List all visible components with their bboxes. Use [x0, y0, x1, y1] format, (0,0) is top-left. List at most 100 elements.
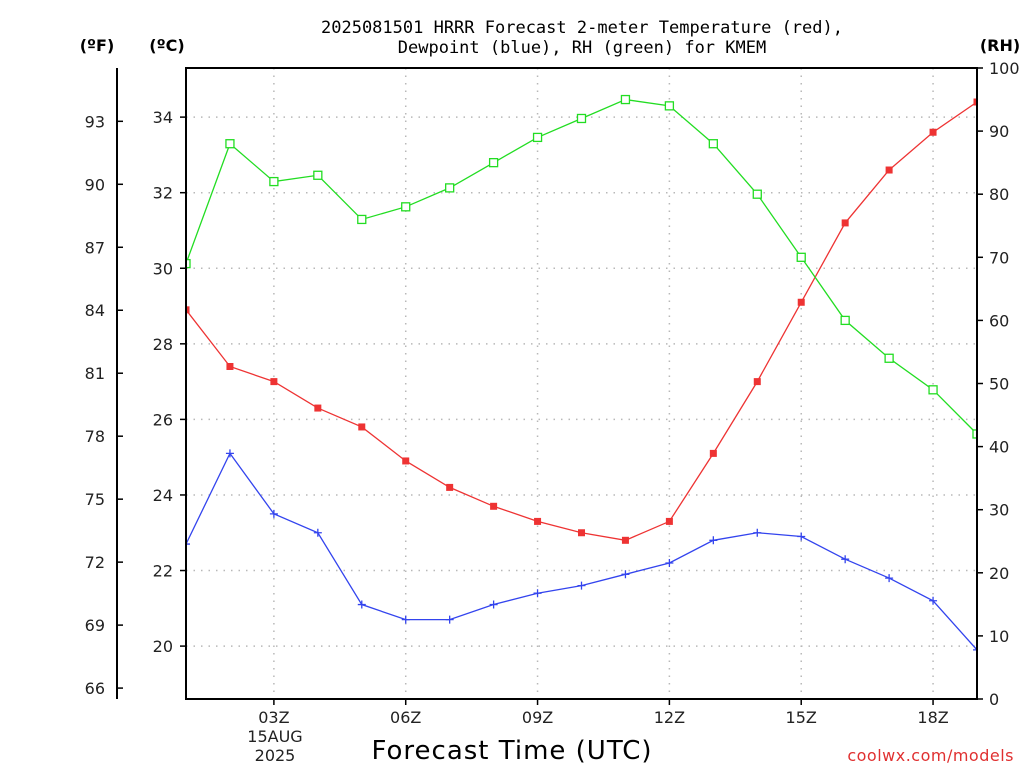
temperature-point	[885, 166, 893, 174]
relative-humidity-point	[796, 252, 806, 262]
x-axis: 03Z 06Z 09Z 12Z 15Z 18Z	[258, 699, 949, 727]
temperature-point	[621, 536, 629, 544]
fahrenheit-tick-label: 72	[85, 553, 105, 572]
fahrenheit-tick-label: 90	[85, 175, 105, 194]
fahrenheit-tick-label: 69	[85, 616, 105, 635]
chart-title-line1: 2025081501 HRRR Forecast 2-meter Tempera…	[321, 18, 843, 38]
fahrenheit-tick-label: 93	[85, 112, 105, 131]
rh-tick-label: 70	[989, 248, 1009, 267]
relative-humidity-point	[928, 385, 938, 395]
rh-tick-label: 60	[989, 311, 1009, 330]
temperature-point	[841, 219, 849, 227]
temperature-line	[186, 101, 977, 541]
fahrenheit-unit-label: (ºF)	[80, 36, 115, 55]
celsius-tick-label: 34	[153, 108, 173, 127]
fahrenheit-tick-label: 87	[85, 238, 105, 257]
temperature-point	[578, 529, 585, 537]
temperature-point	[929, 128, 937, 136]
rh-tick-label: 30	[989, 501, 1009, 520]
fahrenheit-tick-label: 84	[85, 301, 105, 320]
fahrenheit-tick-label: 66	[85, 679, 105, 698]
x-tick-label: 15Z	[786, 708, 817, 727]
relative-humidity-point	[840, 315, 850, 326]
temperature-point	[973, 98, 977, 106]
dewpoint-point	[269, 509, 278, 518]
celsius-tick-label: 30	[153, 259, 173, 278]
rh-tick-label: 0	[989, 690, 999, 709]
x-axis-title: Forecast Time (UTC)	[371, 736, 652, 766]
rh-tick-label: 80	[989, 185, 1009, 204]
temperature-point	[709, 449, 717, 457]
dewpoint-point	[533, 589, 542, 598]
dewpoint-line	[186, 452, 977, 651]
dewpoint-point	[577, 581, 586, 590]
temperature-point	[270, 378, 278, 386]
relative-humidity-point	[708, 139, 718, 149]
celsius-axis: 20 22 24 26 28 30 32 34	[153, 108, 186, 656]
credit-label: coolwx.com/models	[847, 746, 1014, 765]
relative-humidity-point	[445, 183, 455, 193]
relative-humidity-point	[269, 176, 279, 187]
relative-humidity-series	[186, 94, 977, 439]
dewpoint-point	[186, 540, 190, 549]
x-tick-label: 18Z	[917, 708, 948, 727]
relative-humidity-point	[225, 139, 235, 149]
date-label-day: 15AUG	[247, 727, 302, 746]
temperature-point	[534, 517, 542, 525]
celsius-tick-label: 32	[153, 184, 173, 203]
dewpoint-point	[665, 558, 674, 567]
dewpoint-point	[621, 570, 630, 579]
dewpoint-point	[973, 645, 977, 654]
dewpoint-point	[753, 528, 762, 537]
relative-humidity-point	[401, 202, 411, 212]
fahrenheit-tick-label: 75	[85, 490, 105, 509]
celsius-tick-label: 20	[153, 637, 173, 656]
plot-frame	[185, 67, 978, 700]
fahrenheit-tick-label: 78	[85, 427, 105, 446]
x-tick-label: 12Z	[654, 708, 685, 727]
rh-tick-label: 10	[989, 627, 1009, 646]
series-layer	[186, 94, 977, 654]
temperature-point	[446, 483, 454, 491]
relative-humidity-line	[186, 98, 977, 435]
dewpoint-point	[445, 615, 454, 624]
dewpoint-series	[186, 449, 977, 654]
dewpoint-point	[489, 600, 498, 609]
dewpoint-point	[357, 600, 366, 609]
rh-tick-label: 50	[989, 375, 1009, 394]
relative-humidity-point	[357, 214, 367, 225]
date-label-year: 2025	[255, 746, 296, 765]
temperature-point	[665, 517, 673, 525]
relative-humidity-point	[186, 258, 191, 269]
rh-tick-label: 20	[989, 564, 1009, 583]
grid-layer	[186, 68, 977, 699]
dewpoint-point	[841, 555, 850, 564]
temperature-point	[226, 362, 234, 370]
relative-humidity-point	[884, 353, 894, 363]
x-tick-label: 09Z	[522, 708, 553, 727]
relative-humidity-point	[972, 429, 977, 439]
relative-humidity-point	[752, 189, 762, 199]
dewpoint-point	[885, 574, 894, 583]
x-tick-label: 06Z	[390, 708, 421, 727]
relative-humidity-point	[576, 113, 587, 124]
relative-humidity-point	[313, 170, 323, 180]
celsius-tick-label: 22	[153, 562, 173, 581]
chart-title-line2: Dewpoint (blue), RH (green) for KMEM	[398, 38, 766, 58]
rh-unit-label: (RH)	[980, 36, 1020, 55]
fahrenheit-axis: 66 69 72 75 78 81 84 87 90 93	[85, 68, 123, 699]
rh-tick-label: 40	[989, 438, 1009, 457]
temperature-point	[402, 457, 410, 465]
celsius-tick-label: 26	[153, 410, 173, 429]
rh-tick-label: 90	[989, 122, 1009, 141]
dewpoint-point	[401, 615, 410, 624]
rh-axis: 0 10 20 30 40 50 60 70 80 90 100	[977, 59, 1020, 709]
relative-humidity-point	[620, 94, 631, 105]
temperature-point	[314, 404, 322, 412]
dewpoint-point	[313, 528, 322, 537]
dewpoint-point	[797, 532, 806, 541]
x-tick-label: 03Z	[258, 708, 289, 727]
celsius-tick-label: 28	[153, 335, 173, 354]
dewpoint-point	[929, 596, 938, 605]
